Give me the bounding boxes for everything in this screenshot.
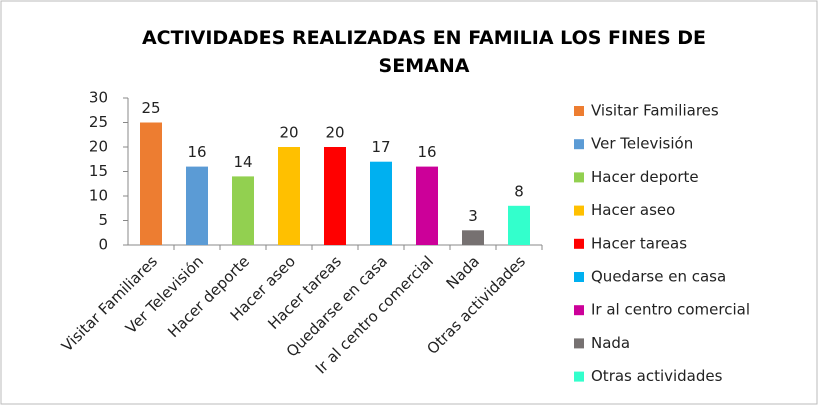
y-tick-label: 5: [98, 211, 108, 229]
legend-label: Hacer tareas: [591, 234, 687, 252]
legend-swatch: [574, 205, 584, 216]
legend-label: Hacer deporte: [591, 168, 699, 186]
y-tick-label: 15: [89, 162, 108, 180]
legend-swatch: [574, 338, 584, 349]
y-tick-label: 20: [89, 138, 108, 156]
legend-swatch: [574, 238, 584, 249]
bar: [462, 230, 484, 245]
bar: [416, 166, 438, 245]
legend-label: Nada: [591, 334, 630, 352]
bar: [324, 147, 346, 245]
chart-title: ACTIVIDADES REALIZADAS EN FAMILIA LOS FI…: [142, 27, 706, 77]
data-label: 20: [279, 124, 298, 142]
data-label: 14: [233, 153, 252, 171]
legend-swatch: [574, 371, 584, 382]
legend-label: Ver Televisión: [591, 135, 693, 153]
bar: [232, 176, 254, 245]
data-label: 25: [141, 99, 160, 117]
bar: [508, 205, 530, 245]
legend-swatch: [574, 272, 584, 282]
legend-label: Visitar Familiares: [591, 102, 719, 120]
data-label: 3: [468, 207, 478, 225]
data-label: 16: [417, 143, 436, 161]
bar: [278, 147, 300, 245]
title-line: SEMANA: [379, 55, 470, 77]
y-tick-label: 0: [98, 236, 108, 254]
legend-label: Hacer aseo: [591, 201, 675, 219]
legend-swatch: [574, 172, 584, 183]
legend-label: Otras actividades: [591, 367, 723, 385]
data-label: 20: [325, 124, 344, 142]
data-label: 16: [187, 143, 206, 161]
bar: [186, 166, 208, 245]
y-tick-label: 25: [89, 113, 108, 131]
legend-swatch: [574, 106, 584, 116]
data-label: 8: [514, 182, 524, 200]
legend-swatch: [574, 139, 584, 150]
y-tick-label: 30: [89, 89, 108, 107]
y-tick-label: 10: [89, 187, 108, 205]
data-label: 17: [371, 138, 390, 156]
bar: [370, 161, 392, 245]
legend-swatch: [574, 305, 584, 316]
legend-label: Quedarse en casa: [591, 268, 726, 286]
legend-label: Ir al centro comercial: [591, 301, 750, 319]
title-line: ACTIVIDADES REALIZADAS EN FAMILIA LOS FI…: [142, 27, 706, 49]
bar: [140, 122, 162, 245]
